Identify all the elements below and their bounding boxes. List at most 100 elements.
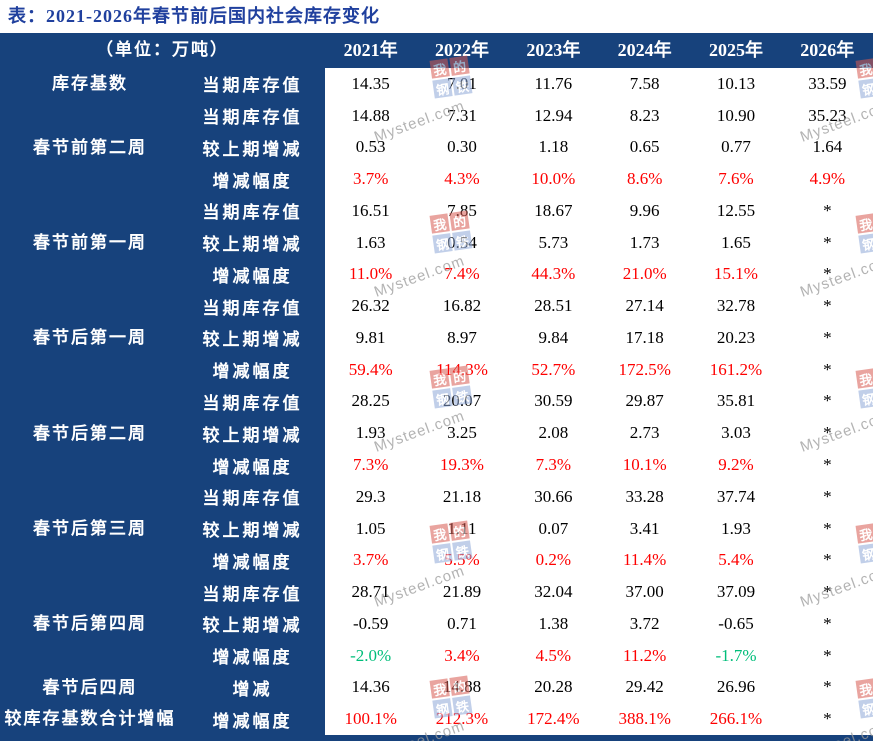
inventory-table: （单位：万吨） 2021年 2022年 2023年 2024年 2025年 20… — [0, 33, 873, 741]
row-metric-label: 当期库存值 — [202, 489, 303, 509]
data-cell: 7.3% — [352, 455, 389, 475]
column-header-2026: 2026年 — [800, 40, 855, 60]
row-metric-label: 增减幅度 — [212, 171, 293, 191]
data-cell: 0.71 — [447, 613, 477, 633]
data-cell: 8.6% — [626, 169, 663, 189]
data-cell: 1.11 — [447, 518, 477, 538]
data-cell: 14.35 — [351, 73, 390, 93]
data-cell: 1.65 — [721, 232, 751, 252]
data-cell: * — [823, 455, 832, 475]
row-metric-label: 当期库存值 — [202, 298, 303, 318]
table-header-row: （单位：万吨） 2021年 2022年 2023年 2024年 2025年 20… — [0, 33, 873, 68]
data-cell: 9.96 — [629, 200, 660, 220]
data-cell: 4.9% — [809, 169, 846, 189]
data-cell: -2.0% — [350, 645, 392, 665]
row-metric-label: 较上期增减 — [202, 616, 303, 636]
data-cell: * — [823, 200, 832, 220]
data-cell: 3.25 — [447, 423, 477, 443]
data-cell: 1.93 — [721, 518, 751, 538]
data-cell: 52.7% — [531, 359, 576, 379]
data-cell: 30.59 — [534, 391, 573, 411]
data-cell: 7.4% — [444, 264, 480, 284]
table-title: 表：2021-2026年春节前后国内社会库存变化 — [8, 6, 380, 26]
data-cell: 4.3% — [444, 169, 480, 189]
column-header-2022: 2022年 — [434, 40, 489, 60]
data-cell: 28.51 — [534, 296, 573, 316]
data-cell: 172.5% — [618, 359, 671, 379]
data-cell: 7.6% — [718, 169, 754, 189]
data-cell: 2.73 — [629, 423, 660, 443]
data-cell: 3.41 — [629, 518, 660, 538]
row-metric-label: 当期库存值 — [202, 203, 303, 223]
row-metric-label: 较上期增减 — [202, 330, 303, 350]
data-cell: 44.3% — [531, 264, 576, 284]
data-cell: 10.13 — [716, 73, 756, 93]
data-cell: 28.25 — [351, 391, 390, 411]
row-group-label: 春节后第四周 — [33, 614, 147, 634]
data-cell: 8.23 — [629, 105, 660, 125]
data-cell: 8.97 — [447, 327, 477, 347]
data-cell: 33.28 — [625, 486, 664, 506]
data-cell: 37.74 — [716, 486, 756, 506]
data-cell: 29.87 — [625, 391, 664, 411]
data-cell: 388.1% — [618, 709, 671, 729]
data-cell: 3.7% — [352, 550, 389, 570]
row-group-label: 库存基数 — [52, 74, 128, 94]
data-cell: 12.55 — [716, 200, 756, 220]
data-cell: 21.0% — [622, 264, 667, 284]
data-panel-background — [325, 68, 873, 735]
data-cell: 32.78 — [716, 296, 756, 316]
data-cell: 266.1% — [709, 709, 763, 729]
data-cell: -0.65 — [718, 613, 754, 633]
data-cell: 14.88 — [442, 677, 482, 697]
data-cell: 21.89 — [442, 582, 482, 602]
data-cell: 10.1% — [622, 455, 667, 475]
column-header-2023: 2023年 — [526, 40, 581, 60]
data-cell: 1.05 — [355, 518, 386, 538]
row-metric-label: 增减幅度 — [212, 457, 293, 477]
data-cell: * — [823, 677, 832, 697]
data-cell: * — [823, 391, 832, 411]
data-cell: 0.65 — [629, 137, 660, 157]
data-cell: 29.42 — [625, 677, 664, 697]
data-cell: 14.88 — [351, 105, 390, 125]
data-cell: 7.01 — [447, 73, 477, 93]
data-cell: 27.14 — [625, 296, 664, 316]
data-cell: 11.0% — [349, 264, 393, 284]
data-cell: * — [823, 327, 832, 347]
data-cell: 5.73 — [538, 232, 569, 252]
data-cell: 19.3% — [440, 455, 484, 475]
row-metric-label: 较上期增减 — [202, 139, 303, 159]
data-cell: 0.30 — [447, 137, 477, 157]
data-cell: 3.72 — [629, 613, 660, 633]
row-metric-label: 增减幅度 — [212, 362, 293, 382]
data-cell: 37.09 — [716, 582, 756, 602]
data-cell: 16.82 — [442, 296, 482, 316]
data-cell: 161.2% — [709, 359, 763, 379]
row-group-label: 春节后四周 较库存基数合计增幅 — [4, 678, 176, 729]
data-cell: * — [823, 264, 832, 284]
row-metric-label: 较上期增减 — [202, 425, 303, 445]
column-header-2021: 2021年 — [343, 40, 398, 60]
data-cell: 30.66 — [534, 486, 573, 506]
data-cell: 11.4% — [623, 550, 667, 570]
data-cell: 18.67 — [534, 200, 573, 220]
data-cell: * — [823, 359, 832, 379]
row-group-label: 春节后第三周 — [33, 519, 147, 539]
data-cell: * — [823, 486, 832, 506]
data-cell: 29.3 — [355, 486, 386, 506]
data-cell: 10.0% — [531, 169, 576, 189]
data-cell: 0.53 — [355, 137, 386, 157]
row-metric-label: 增减幅度 — [212, 711, 293, 731]
data-cell: 2.08 — [538, 423, 569, 443]
column-header-2025: 2025年 — [708, 40, 763, 60]
data-cell: 0.54 — [447, 232, 477, 252]
row-metric-label: 当期库存值 — [202, 393, 303, 413]
row-metric-label: 增减幅度 — [212, 552, 293, 572]
data-cell: 100.1% — [344, 709, 397, 729]
data-cell: * — [823, 296, 832, 316]
data-cell: 3.03 — [721, 423, 751, 443]
data-cell: 16.51 — [351, 200, 390, 220]
row-metric-label: 增减幅度 — [212, 266, 293, 286]
